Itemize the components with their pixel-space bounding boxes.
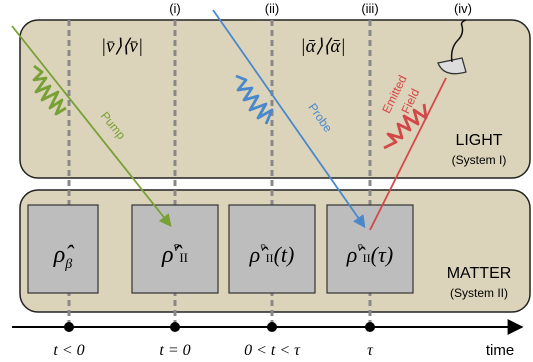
matter-box-tau [326,204,414,294]
stage-label-iii: (iii) [361,1,378,16]
tick-dot-1 [64,322,74,332]
tick-label-2: t = 0 [159,342,190,359]
pump-wavepacket [32,64,67,116]
tick-label-4: τ [367,342,374,359]
tick-label-3: 0 < t < τ [244,342,301,359]
stage-label-i: (i) [169,1,181,16]
probe-wavepacket [235,74,274,125]
matter-box-t0 [131,204,219,294]
time-axis-ticks [64,322,375,332]
initial-light-state: |v̄⟩⟨v̄| [101,36,143,57]
matter-title: MATTER [447,265,512,282]
matter-box-thermal [27,204,99,294]
stage-label-iv: (iv) [454,1,472,16]
time-axis-label: time [486,342,514,359]
matter-subtitle: (System II) [450,286,508,300]
light-title: LIGHT [455,132,502,149]
probe-light-state: |ᾱ⟩⟨ᾱ| [300,36,345,57]
stage-label-ii: (ii) [265,1,279,16]
tick-dot-3 [267,322,277,332]
emitted-field-beam [369,77,447,231]
tick-dot-2 [170,322,180,332]
tick-dot-4 [365,322,375,332]
pump-beam [11,25,172,227]
emitted-wavepacket [383,103,428,150]
matter-boxes [27,204,414,294]
tick-label-1: t < 0 [53,342,84,359]
probe-beam [212,9,366,229]
detector-icon [437,19,467,75]
matter-box-t [228,204,316,294]
light-subtitle: (System I) [452,153,507,167]
